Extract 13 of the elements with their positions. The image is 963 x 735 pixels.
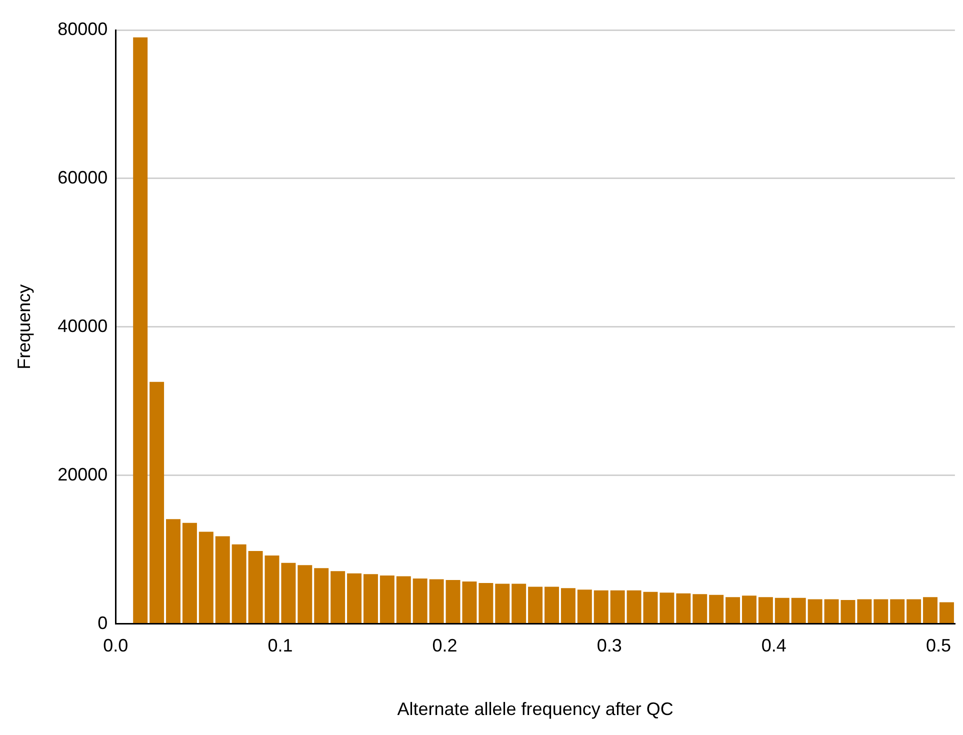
x-tick-label: 0.2: [432, 636, 458, 656]
x-axis-title: Alternate allele frequency after QC: [397, 699, 674, 720]
y-tick-label: 20000: [58, 464, 108, 484]
x-tick-label: 0.0: [103, 636, 128, 656]
x-tick-label: 0.4: [761, 636, 786, 656]
x-tick-label: 0.3: [596, 636, 622, 656]
x-tick-label: 0.5: [926, 636, 952, 656]
y-tick-label: 40000: [58, 316, 108, 336]
y-tick-label: 60000: [58, 167, 108, 188]
y-tick-label: 80000: [58, 18, 108, 39]
y-tick-label: 0: [98, 612, 108, 633]
y-axis-title: Frequency: [14, 284, 34, 370]
x-tick-label: 0.1: [268, 636, 293, 656]
